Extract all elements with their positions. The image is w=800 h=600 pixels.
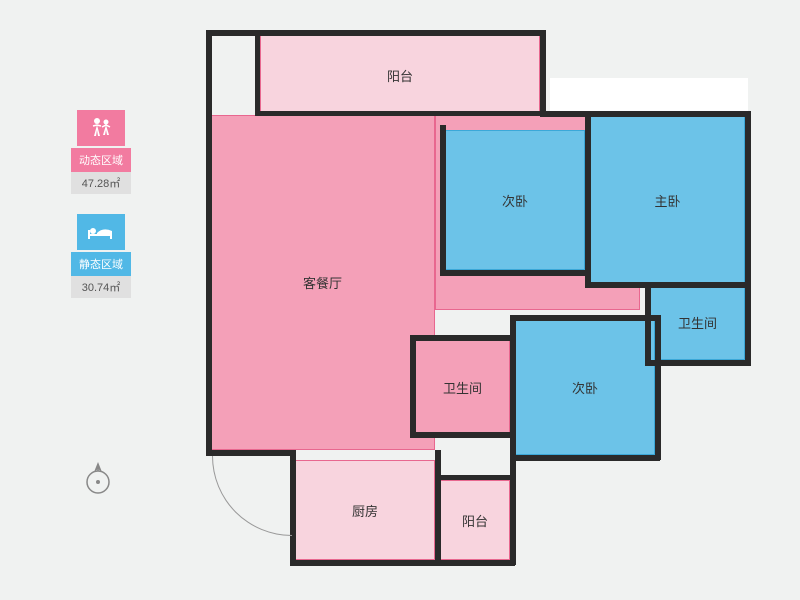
- wall: [290, 560, 515, 566]
- legend-panel: 动态区域 47.28㎡ 静态区域 30.74㎡: [70, 110, 132, 318]
- wall: [745, 111, 751, 366]
- legend-static-value: 30.74㎡: [71, 276, 131, 298]
- legend-static: 静态区域 30.74㎡: [70, 214, 132, 298]
- wall: [510, 455, 516, 565]
- wall: [510, 455, 660, 461]
- wall: [255, 111, 545, 116]
- room-bath2: 卫生间: [415, 340, 510, 435]
- wall: [410, 432, 515, 438]
- wall: [540, 30, 546, 115]
- wall: [645, 360, 750, 366]
- room-bedroom2_top: 次卧: [445, 130, 585, 270]
- room-bedroom2_bot: 次卧: [515, 320, 655, 455]
- wall: [540, 111, 750, 117]
- room-master_bed: 主卧: [590, 115, 745, 285]
- white-block: [660, 366, 760, 466]
- legend-static-label: 静态区域: [71, 252, 131, 276]
- wall: [206, 30, 212, 455]
- wall: [440, 270, 590, 276]
- wall: [410, 335, 416, 435]
- people-icon: [77, 110, 125, 146]
- room-kitchen: 厨房: [295, 460, 435, 560]
- room-balcony_bot: 阳台: [440, 480, 510, 560]
- wall: [645, 282, 651, 364]
- wall: [585, 282, 750, 288]
- wall: [410, 335, 515, 341]
- wall: [435, 450, 441, 565]
- legend-dynamic-value: 47.28㎡: [71, 172, 131, 194]
- wall: [510, 315, 660, 321]
- legend-dynamic-label: 动态区域: [71, 148, 131, 172]
- room-balcony_top: 阳台: [260, 35, 540, 115]
- room-living_dining: 客餐厅: [210, 115, 435, 450]
- wall: [435, 475, 515, 480]
- floorplan: 阳台客餐厅次卧主卧卫生间卫生间次卧厨房阳台: [200, 20, 760, 580]
- compass-icon: [80, 460, 116, 496]
- legend-dynamic: 动态区域 47.28㎡: [70, 110, 132, 194]
- door-arc: [212, 456, 292, 536]
- wall: [510, 315, 516, 460]
- wall: [440, 125, 446, 275]
- wall: [655, 315, 661, 460]
- bed-icon: [77, 214, 125, 250]
- wall: [255, 30, 260, 115]
- room-bath_master: 卫生间: [650, 285, 745, 360]
- wall: [585, 111, 591, 286]
